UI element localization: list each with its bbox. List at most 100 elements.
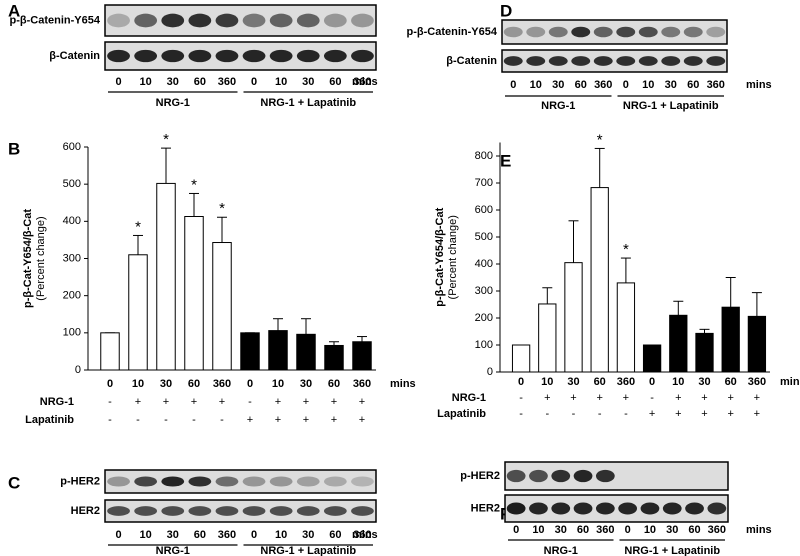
lane-label: 60 <box>329 529 341 541</box>
group-label: NRG-1 <box>544 545 578 556</box>
significance-mark: * <box>623 241 629 258</box>
blot-band <box>506 502 526 515</box>
lane-label: 360 <box>218 76 236 88</box>
blot-band <box>161 476 185 487</box>
blot-band <box>215 13 239 28</box>
lane-label: 30 <box>666 524 678 536</box>
blot-band <box>616 56 636 66</box>
blot-row-label: p-HER2 <box>460 470 500 482</box>
blot-band <box>269 506 293 516</box>
x-tick-label: 30 <box>160 378 172 390</box>
condition-value: + <box>675 392 681 404</box>
blot-band <box>323 476 347 487</box>
blot-band <box>548 26 568 38</box>
x-tick-label: 360 <box>748 376 766 388</box>
x-tick-label: 0 <box>107 378 113 390</box>
lane-label: 0 <box>115 76 121 88</box>
x-tick-label: 10 <box>541 376 553 388</box>
significance-mark: * <box>191 176 197 193</box>
condition-value: - <box>164 414 168 426</box>
y-tick-label: 100 <box>63 327 81 339</box>
group-label: NRG-1 + Lapatinib <box>260 545 356 556</box>
x-tick-label: 0 <box>649 376 655 388</box>
blot-band <box>242 13 266 28</box>
x-tick-label: 30 <box>300 378 312 390</box>
panel-letter: D <box>500 1 512 20</box>
blot-frame <box>104 469 377 494</box>
y-tick-label: 500 <box>475 231 493 243</box>
blot-band <box>706 26 726 38</box>
blot-band <box>571 56 591 66</box>
condition-value: + <box>754 408 760 420</box>
group-label: NRG-1 + Lapatinib <box>624 545 720 556</box>
blot-band <box>323 506 347 516</box>
unit-label: mins <box>780 376 800 388</box>
y-tick-label: 0 <box>75 364 81 376</box>
unit-label: mins <box>390 378 416 390</box>
lane-label: 10 <box>140 529 152 541</box>
condition-value: + <box>275 414 281 426</box>
condition-value: - <box>108 396 112 408</box>
unit-label: mins <box>746 79 772 91</box>
y-tick-label: 600 <box>475 204 493 216</box>
bar <box>590 187 609 373</box>
condition-value: - <box>220 414 224 426</box>
blot-band <box>706 56 726 66</box>
blot-band <box>661 56 681 66</box>
lane-label: 0 <box>251 529 257 541</box>
lane-label: 360 <box>353 529 371 541</box>
y-tick-label: 800 <box>475 150 493 162</box>
bar <box>324 344 344 371</box>
lane-label: 30 <box>302 529 314 541</box>
condition-value: + <box>191 396 197 408</box>
bar <box>100 332 120 371</box>
blot-band <box>685 502 704 515</box>
condition-value: + <box>570 392 576 404</box>
blot-band <box>188 476 212 487</box>
lane-label: 60 <box>688 524 700 536</box>
blot-band <box>571 26 591 38</box>
bar <box>268 330 288 371</box>
y-axis-sublabel: (Percent change) <box>447 215 459 299</box>
bar <box>352 341 372 371</box>
condition-value: - <box>650 392 654 404</box>
blot-band <box>551 502 571 515</box>
blot-band <box>188 13 212 28</box>
blot-band <box>107 506 130 516</box>
blot-row-label: β-Catenin <box>49 50 100 62</box>
bar <box>128 254 148 371</box>
blot-band <box>351 49 374 63</box>
blot-band <box>215 476 239 487</box>
condition-value: + <box>331 414 337 426</box>
blot-band <box>161 506 185 516</box>
condition-name: NRG-1 <box>40 396 74 408</box>
x-tick-label: 0 <box>247 378 253 390</box>
x-tick-label: 0 <box>518 376 524 388</box>
blot-band <box>134 476 158 487</box>
blot-band <box>573 469 593 483</box>
x-tick-label: 10 <box>672 376 684 388</box>
blot-band <box>551 469 571 483</box>
y-tick-label: 0 <box>487 366 493 378</box>
blot-band <box>503 56 523 66</box>
blot-band <box>662 502 682 515</box>
lane-label: 360 <box>708 524 726 536</box>
group-label: NRG-1 + Lapatinib <box>260 97 356 109</box>
condition-value: + <box>163 396 169 408</box>
condition-value: - <box>108 414 112 426</box>
blot-band <box>529 502 548 515</box>
blot-band <box>526 26 546 38</box>
y-tick-label: 600 <box>63 141 81 153</box>
blot-band <box>242 506 266 516</box>
condition-value: - <box>248 396 252 408</box>
lane-label: 60 <box>577 524 589 536</box>
blot-band <box>548 56 568 66</box>
bar <box>616 282 636 373</box>
y-tick-label: 400 <box>475 258 493 270</box>
blot-row-label: HER2 <box>471 502 500 514</box>
y-tick-label: 300 <box>63 252 81 264</box>
lane-label: 30 <box>302 76 314 88</box>
panel-letter: A <box>8 1 20 20</box>
lane-label: 60 <box>329 76 341 88</box>
